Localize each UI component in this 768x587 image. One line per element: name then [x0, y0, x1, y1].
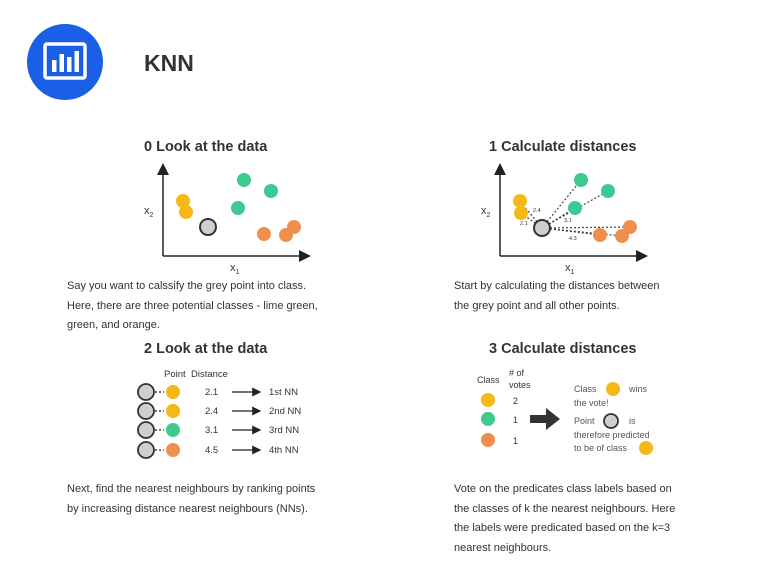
- yellow-point: [179, 205, 193, 219]
- column-header-point: Point: [164, 369, 186, 380]
- section-2-description: Next, find the nearest neighbours by ran…: [67, 483, 316, 515]
- svg-text:wins: wins: [628, 384, 648, 394]
- green-point: [568, 201, 582, 215]
- predicted-class-dot: [639, 441, 653, 455]
- distance-label: 4.3: [569, 236, 577, 242]
- svg-text:Point: Point: [574, 416, 595, 426]
- green-point: [574, 173, 588, 187]
- svg-text:2.4: 2.4: [205, 406, 218, 417]
- table-row: 2.4 2nd NN: [137, 402, 301, 420]
- row-class-dot: [166, 404, 180, 418]
- x-axis-label: x1: [565, 262, 575, 276]
- vote-count: 1: [513, 415, 518, 425]
- section-3-description: Vote on the predicates class labels base…: [454, 483, 676, 554]
- result-arrow-icon: [530, 408, 560, 430]
- vote-class-dot: [481, 393, 495, 407]
- vote-class-dot: [481, 433, 495, 447]
- row-class-dot: [166, 385, 180, 399]
- distance-label: 2.4: [533, 208, 541, 214]
- svg-text:2nd NN: 2nd NN: [269, 406, 301, 417]
- section-0-title: 0 Look at the data: [144, 139, 268, 155]
- yellow-point: [176, 194, 190, 208]
- svg-text:to be of class: to be of class: [574, 443, 628, 453]
- svg-text:therefore predicted: therefore predicted: [574, 430, 650, 440]
- table-row: 2.1 1st NN: [137, 383, 298, 401]
- orange-point: [623, 220, 637, 234]
- svg-text:4.5: 4.5: [205, 445, 218, 456]
- distance-label: 2.1: [520, 221, 528, 227]
- svg-text:1st NN: 1st NN: [269, 387, 298, 398]
- svg-text:the vote!: the vote!: [574, 398, 609, 408]
- grey-query-point: [533, 219, 551, 237]
- svg-text:Class: Class: [574, 384, 597, 394]
- orange-point: [279, 228, 293, 242]
- y-axis-label: x2: [481, 205, 491, 219]
- orange-point: [615, 229, 629, 243]
- vote-count: 2: [513, 396, 518, 406]
- green-point: [601, 184, 615, 198]
- green-point: [237, 173, 251, 187]
- vote-count: 1: [513, 436, 518, 446]
- column-header-votes: # of: [509, 368, 525, 378]
- svg-text:4th NN: 4th NN: [269, 445, 299, 456]
- page-title: KNN: [144, 50, 194, 76]
- green-point: [231, 201, 245, 215]
- section-1-title: 1 Calculate distances: [489, 139, 637, 155]
- table-row: 4.5 4th NN: [137, 441, 299, 459]
- yellow-point: [513, 194, 527, 208]
- vote-class-dot: [481, 412, 495, 426]
- grey-query-point: [603, 413, 619, 429]
- distance-plot-1: x2 x1 2.4 2.1 3.1 4.3: [481, 163, 648, 276]
- green-point: [264, 184, 278, 198]
- nearest-neighbour-table: Point Distance 2.1 1st NN 2.4 2nd NN 3.1…: [137, 369, 301, 459]
- table-row: 3.1 3rd NN: [137, 421, 299, 439]
- section-3-title: 3 Calculate distances: [489, 341, 637, 357]
- y-axis-label: x2: [144, 205, 154, 219]
- svg-text:3.1: 3.1: [205, 425, 218, 436]
- logo: [27, 24, 103, 100]
- orange-point: [257, 227, 271, 241]
- x-axis-label: x1: [230, 262, 240, 276]
- svg-text:is: is: [629, 416, 636, 426]
- winning-class-dot: [606, 382, 620, 396]
- row-class-dot: [166, 443, 180, 457]
- svg-text:3rd NN: 3rd NN: [269, 425, 299, 436]
- column-header-class: Class: [477, 375, 500, 385]
- section-1-description: Start by calculating the distances betwe…: [454, 280, 660, 312]
- column-header-distance: Distance: [191, 369, 228, 380]
- row-class-dot: [166, 423, 180, 437]
- grey-query-point: [199, 218, 217, 236]
- distance-label: 3.1: [564, 218, 572, 224]
- section-0-description: Say you want to calssify the grey point …: [67, 280, 318, 331]
- svg-text:votes: votes: [509, 380, 531, 390]
- bar-chart-icon: [43, 42, 87, 80]
- section-2-title: 2 Look at the data: [144, 341, 268, 357]
- orange-point: [593, 228, 607, 242]
- yellow-point: [514, 206, 528, 220]
- scatter-plot-0: x2 x1: [144, 163, 311, 276]
- svg-text:2.1: 2.1: [205, 387, 218, 398]
- vote-diagram: Class # of votes 2 1 1 Class wins the vo…: [477, 368, 653, 455]
